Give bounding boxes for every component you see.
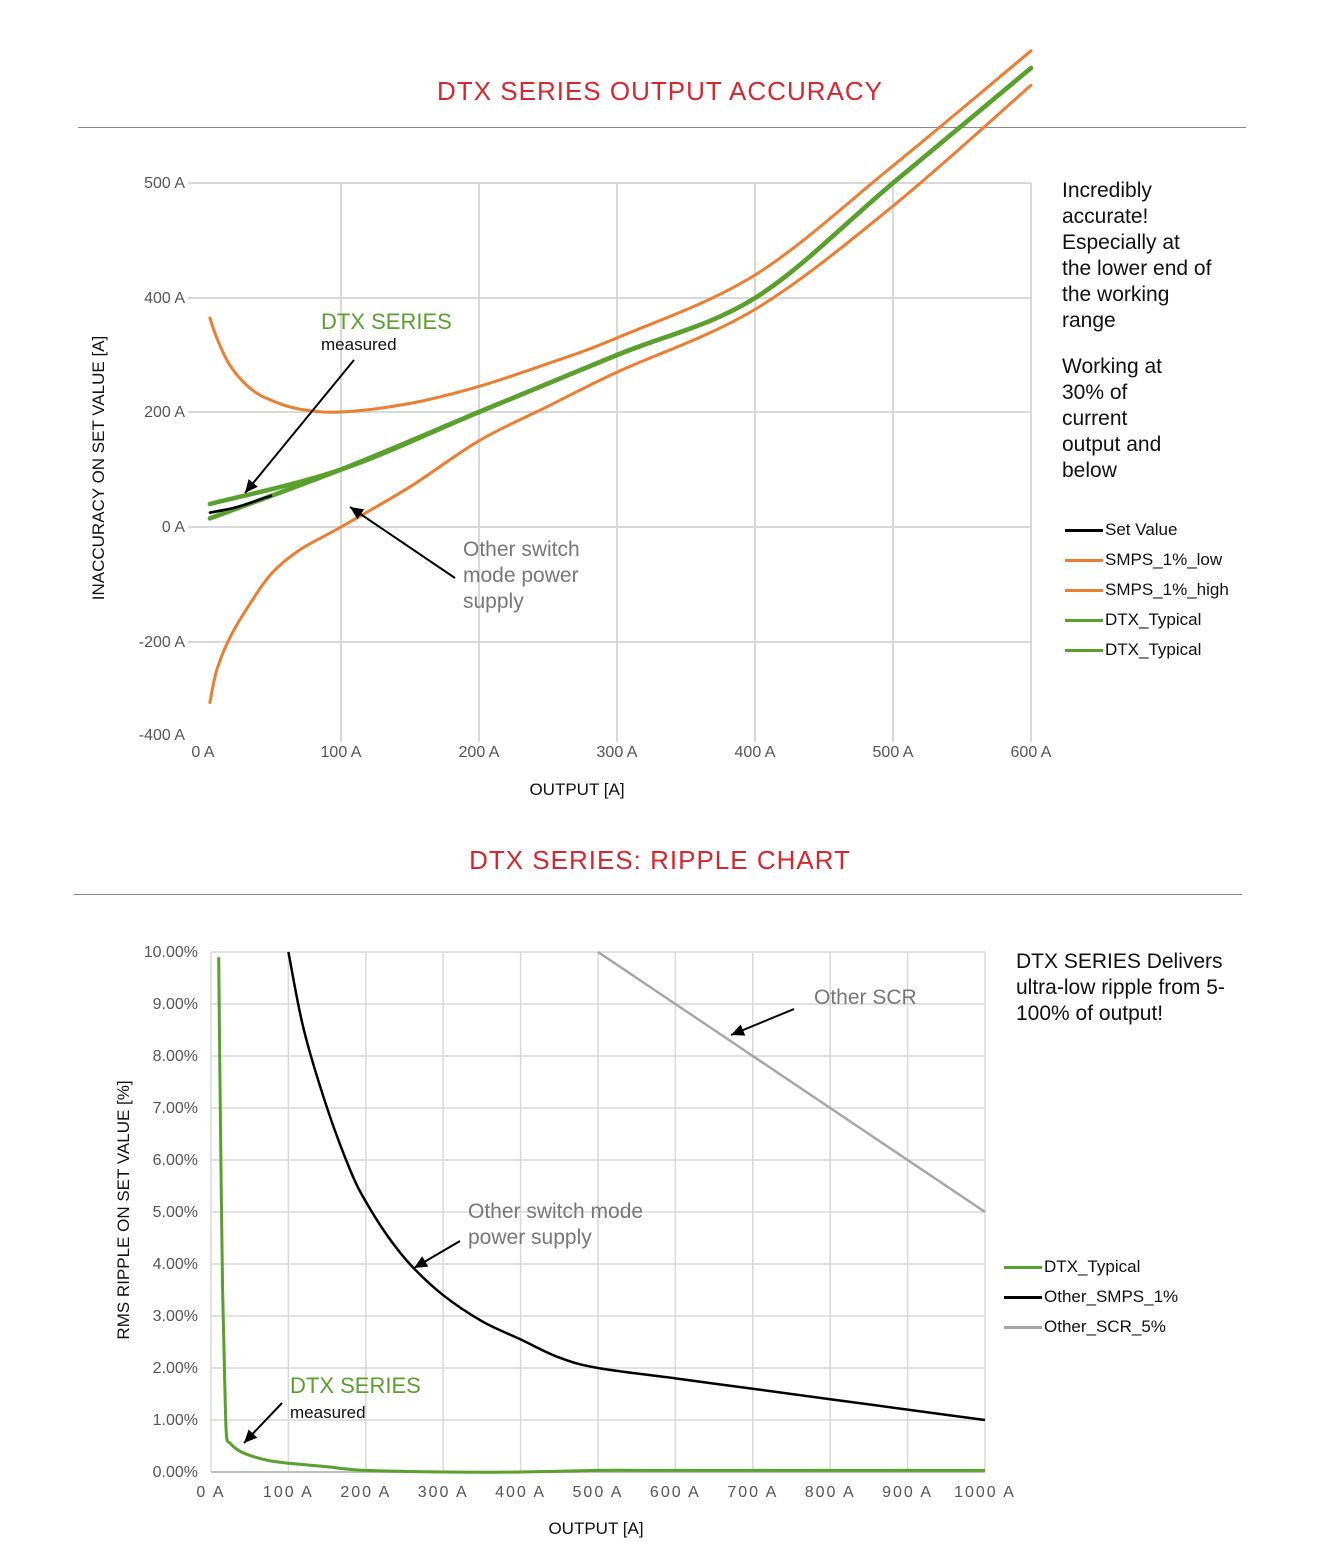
legend-swatch xyxy=(1065,588,1103,592)
x-tick-label: 400 A xyxy=(735,744,776,761)
x-tick-label: 700 A xyxy=(727,1484,778,1501)
dtx-arrow-head xyxy=(244,1429,258,1443)
legend-item-dtx-typical-2: DTX_Typical xyxy=(1065,635,1229,665)
x-tick-label: 100 A xyxy=(263,1484,314,1501)
x-tick-label: 900 A xyxy=(882,1484,933,1501)
x-axis-label: OUTPUT [A] xyxy=(548,1519,643,1538)
legend-item-smps-high: SMPS_1%_high xyxy=(1065,575,1229,605)
legend-item-other-scr: Other_SCR_5% xyxy=(1004,1312,1178,1342)
x-tick-label: 500 A xyxy=(573,1484,624,1501)
x-tick-label: 1000 A xyxy=(954,1484,1016,1501)
smps-arrow-head xyxy=(414,1256,429,1268)
x-tick-label: 300 A xyxy=(418,1484,469,1501)
legend-swatch xyxy=(1065,558,1103,562)
y-tick-label: 400 A xyxy=(144,290,185,307)
legend-swatch xyxy=(1004,1265,1042,1269)
legend-label: Other_SMPS_1% xyxy=(1044,1287,1179,1306)
y-tick-label: 10.00% xyxy=(144,944,198,961)
chart2-dtx-sublabel: measured xyxy=(290,1403,366,1422)
legend-label: DTX_Typical xyxy=(1105,640,1202,659)
chart1-dtx-sublabel: measured xyxy=(321,335,397,354)
y-tick-label: 8.00% xyxy=(153,1048,198,1065)
legend-swatch xyxy=(1004,1325,1042,1329)
legend-label: Set Value xyxy=(1105,520,1178,539)
chart1-title: DTX SERIES OUTPUT ACCURACY xyxy=(437,76,883,106)
x-tick-label: 600 A xyxy=(650,1484,701,1501)
y-tick-label: 7.00% xyxy=(153,1100,198,1117)
y-tick-label: 5.00% xyxy=(153,1204,198,1221)
scr-arrow-head xyxy=(731,1024,746,1036)
y-tick-label: 4.00% xyxy=(153,1256,198,1273)
smps-arrow xyxy=(349,506,456,579)
legend-label: Other_SCR_5% xyxy=(1044,1317,1166,1336)
series-line-set-value-start xyxy=(209,494,273,514)
chart2-title-rule xyxy=(74,894,1242,895)
y-tick-label: 200 A xyxy=(144,404,185,421)
y-tick-label: 0 A xyxy=(162,519,185,536)
chart1-legend: Set Value SMPS_1%_low SMPS_1%_high DTX_T… xyxy=(1065,515,1229,665)
accuracy-note-1: Incredibly accurate! Especially at the l… xyxy=(1062,179,1212,332)
legend-swatch xyxy=(1065,528,1103,532)
x-tick-label: 300 A xyxy=(597,744,638,761)
chart1-title-rule xyxy=(78,127,1246,128)
legend-label: SMPS_1%_high xyxy=(1105,580,1229,599)
chart2-legend: DTX_Typical Other_SMPS_1% Other_SCR_5% xyxy=(1004,1252,1178,1342)
legend-item-dtx-typical-1: DTX_Typical xyxy=(1065,605,1229,635)
y-tick-label: 1.00% xyxy=(153,1412,198,1429)
legend-label: DTX_Typical xyxy=(1044,1257,1141,1276)
accuracy-chart: 500 A 400 A 200 A 0 A -200 A -400 A 0 A 100 A 20… xyxy=(89,49,1052,799)
x-tick-label: 200 A xyxy=(340,1484,391,1501)
chart1-dtx-label: DTX SERIES xyxy=(321,309,452,334)
x-tick-label: 600 A xyxy=(1011,744,1052,761)
legend-item-other-smps: Other_SMPS_1% xyxy=(1004,1282,1178,1312)
dtx-arrow xyxy=(244,359,355,494)
chart1-smps-label: Other switch mode power supply xyxy=(463,538,580,613)
smps-arrow-head xyxy=(350,507,365,520)
legend-label: DTX_Typical xyxy=(1105,610,1202,629)
x-tick-label: 500 A xyxy=(873,744,914,761)
chart2-dtx-label: DTX SERIES xyxy=(290,1373,421,1398)
series-line-dtx-typical xyxy=(217,957,985,1474)
legend-item-smps-low: SMPS_1%_low xyxy=(1065,545,1229,575)
chart2-title: DTX SERIES: RIPPLE CHART xyxy=(469,845,851,875)
x-tick-label: 0 A xyxy=(196,1484,225,1501)
dtx-arrow-head xyxy=(245,479,258,493)
y-axis-label: INACCURACY ON SET VALUE [A] xyxy=(89,336,108,601)
legend-label: SMPS_1%_low xyxy=(1105,550,1223,569)
x-tick-label: 400 A xyxy=(495,1484,546,1501)
chart2-scr-label: Other SCR xyxy=(814,986,917,1009)
legend-swatch xyxy=(1065,618,1103,622)
accuracy-note-2: Working at 30% of current output and bel… xyxy=(1062,355,1162,482)
y-tick-label: 0.00% xyxy=(153,1464,198,1481)
legend-item-set-value: Set Value xyxy=(1065,515,1229,545)
x-tick-label: 200 A xyxy=(459,744,500,761)
y-tick-label: 6.00% xyxy=(153,1152,198,1169)
legend-item-dtx-typical: DTX_Typical xyxy=(1004,1252,1178,1282)
series-line-smps-1-low xyxy=(208,83,1033,704)
y-tick-label: 500 A xyxy=(144,175,185,192)
legend-swatch xyxy=(1065,648,1103,652)
y-tick-label: 3.00% xyxy=(153,1308,198,1325)
y-tick-label: -200 A xyxy=(139,634,186,651)
y-tick-label: -400 A xyxy=(139,727,186,744)
y-axis-label: RMS RIPPLE ON SET VALUE [%] xyxy=(114,1080,133,1339)
x-tick-label: 100 A xyxy=(321,744,362,761)
series-line-other-smps-1- xyxy=(287,951,986,1422)
series-line-dtx-typical xyxy=(207,65,1034,521)
y-tick-label: 9.00% xyxy=(153,996,198,1013)
legend-swatch xyxy=(1004,1295,1042,1299)
y-tick-label: 2.00% xyxy=(153,1360,198,1377)
x-tick-label: 800 A xyxy=(805,1484,856,1501)
series-line-other-scr-5- xyxy=(597,950,986,1214)
series-line-smps-1-high xyxy=(208,49,1033,414)
chart2-smps-label: Other switch mode power supply xyxy=(468,1200,644,1249)
x-tick-label: 0 A xyxy=(191,744,214,761)
ripple-note: DTX SERIES Delivers ultra-low ripple fro… xyxy=(1016,950,1225,1025)
x-axis-label: OUTPUT [A] xyxy=(529,780,624,799)
